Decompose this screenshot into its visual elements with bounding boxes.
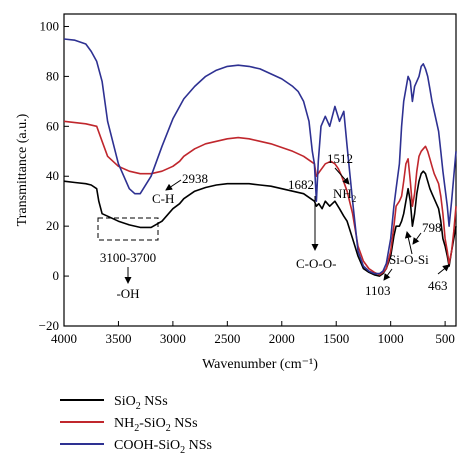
legend-label-nh2-sio2: NH2-SiO2 NSs [114,416,198,434]
x-tick-label: 1500 [323,331,349,346]
annotation-range-3100-3700: 3100-3700 [100,250,156,265]
annotation-2938: 2938 [182,171,208,186]
arrow-1103 [383,268,393,281]
annotation-ch: C-H [152,191,174,206]
arrow-nh2 [334,167,350,185]
legend-label-cooh-sio2: COOH-SiO2 NSs [114,438,212,456]
x-tick-label: 1000 [378,331,404,346]
legend-label-sio2: SiO2 NSs [114,394,168,412]
y-tick-label: −20 [39,318,59,333]
series-line-cooh-sio2 [63,38,457,275]
x-tick-label: 3500 [105,331,131,346]
annotation-1103: 1103 [365,283,391,298]
x-tick-label: 2500 [214,331,240,346]
series-line-sio2 [63,170,457,277]
annotation-nh2-main: NH [333,186,352,201]
annotation-si-o-si: Si-O-Si [389,252,429,267]
annotation-463: 463 [428,278,448,293]
annotation-oh: -OH [116,286,139,301]
y-tick-label: 80 [46,68,59,83]
annotation-1512: 1512 [327,151,353,166]
arrow-798 [412,232,422,245]
x-tick-label: 4000 [51,331,77,346]
x-axis-ticks: 4000 3500 3000 2500 2000 1500 1000 500 [51,321,455,346]
y-axis-title: Transmittance (a.u.) [15,113,30,226]
arrow-ch [165,179,182,191]
x-axis-title: Wavenumber (cm⁻¹) [202,357,318,372]
annotation-coo: C-O-O- [296,256,336,271]
annotation-1682: 1682 [288,177,314,192]
y-axis-ticks: −20 0 20 40 60 80 100 [39,18,69,333]
oh-region-box [97,217,159,241]
legend: SiO2 NSs NH2-SiO2 NSs COOH-SiO2 NSs [60,394,212,456]
x-tick-label: 500 [435,331,455,346]
x-tick-label: 3000 [160,331,186,346]
y-tick-label: 20 [46,218,59,233]
arrow-463 [437,264,450,275]
annotations: 3100-3700 -OH 2938 C-H 1682 C-O-O- 1512 … [97,151,450,301]
annotation-nh2-sub: 2 [352,194,357,204]
annotation-798: 798 [422,220,442,235]
plot-frame [63,13,457,327]
y-tick-label: 100 [40,18,60,33]
annotation-nh2: NH2 [333,186,356,204]
spectra-lines [63,38,457,277]
x-tick-label: 2000 [269,331,295,346]
y-tick-label: 60 [46,118,59,133]
y-tick-label: 40 [46,168,59,183]
y-tick-label: 0 [53,268,60,283]
arrow-si-o-si [404,231,413,255]
